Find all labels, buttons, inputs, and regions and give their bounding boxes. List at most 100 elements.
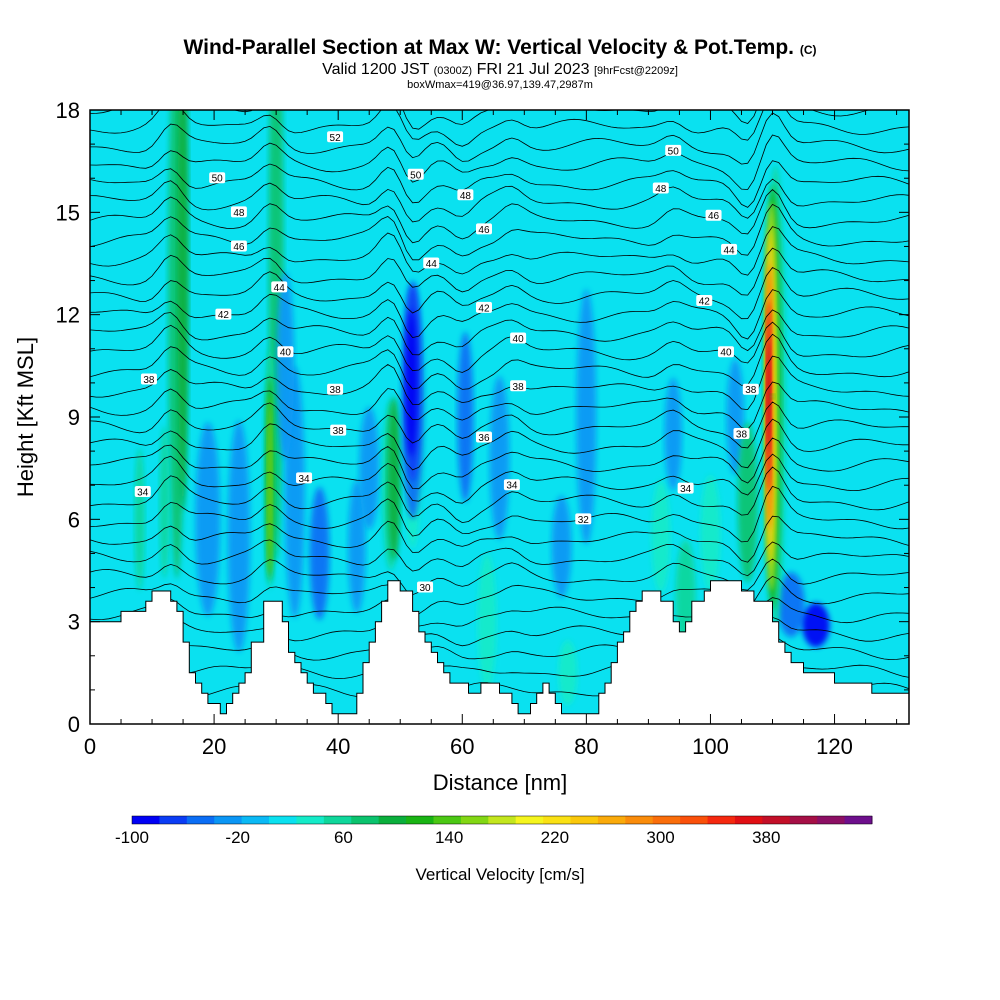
isentrope-line (90, 558, 909, 596)
contour-label-bg (665, 144, 682, 156)
contour-label: 48 (230, 206, 247, 219)
contour-label-bg (705, 209, 722, 221)
isentrope-line (90, 575, 909, 615)
contour-label: 46 (475, 223, 492, 236)
title-mark: (C) (799, 43, 817, 57)
colorbar-tick-label: 60 (334, 828, 353, 847)
y-tick-label: 15 (56, 200, 80, 225)
contour-label: 38 (733, 428, 750, 441)
contour-label: 38 (330, 424, 347, 437)
contour-label-text: 46 (478, 225, 490, 236)
velocity-feature (651, 480, 671, 593)
contour-label: 34 (134, 486, 151, 499)
isentrope-line (90, 178, 909, 223)
isentrope-line (90, 203, 909, 261)
x-tick-label: 0 (84, 734, 96, 759)
velocity-feature (576, 289, 597, 545)
box-info: boxWmax=419@36.97,139.47,2987m (407, 79, 593, 91)
contour-label-bg (457, 189, 474, 201)
isentrope-line (90, 226, 909, 276)
isentrope-line (90, 485, 909, 543)
contour-label: 46 (230, 240, 247, 253)
contour-label-text: 48 (233, 208, 245, 219)
contour-label-text: 44 (426, 259, 438, 270)
contour-label-bg (327, 383, 344, 395)
contour-label: 50 (209, 172, 226, 185)
colorbar-swatch (351, 816, 380, 824)
colorbar-swatch (680, 816, 709, 824)
colorbar: -100 -20 60 140 220 300 380 (115, 815, 873, 847)
contour-label-bg (475, 301, 492, 313)
valid-utc: (0300Z) (433, 65, 473, 77)
colorbar-swatch (460, 816, 489, 824)
contour-label-bg (475, 431, 492, 443)
isentrope-line (90, 321, 909, 373)
isentrope-line (90, 437, 909, 490)
contour-label-bg (277, 346, 294, 358)
contour-label-text: 42 (478, 303, 490, 314)
x-axis: 0 20 40 60 80 100 120 (84, 110, 898, 759)
contour-label: 48 (652, 182, 669, 195)
colorbar-swatch (707, 816, 736, 824)
chart-title-block: Wind-Parallel Section at Max W: Vertical… (0, 36, 1000, 91)
contour-label: 36 (475, 431, 492, 444)
contour-label-bg (140, 373, 157, 385)
contour-label-bg (215, 308, 232, 320)
contour-label-bg (230, 240, 247, 252)
contour-label-text: 42 (218, 310, 230, 321)
isentrope-line (90, 266, 909, 320)
contour-label-text: 36 (478, 433, 490, 444)
velocity-feature (159, 425, 170, 580)
valid-date: FRI 21 Jul 2023 (476, 61, 590, 78)
contour-label-bg (209, 172, 226, 184)
contour-label-text: 40 (513, 334, 525, 345)
velocity-feature (359, 406, 380, 530)
contour-label: 50 (665, 144, 682, 157)
contour-label-bg (696, 295, 713, 307)
contour-label-bg (510, 332, 527, 344)
velocity-feature (477, 553, 497, 690)
colorbar-label: Vertical Velocity [cm/s] (415, 865, 584, 884)
contour-label-text: 50 (212, 174, 224, 185)
contour-label: 38 (510, 380, 527, 393)
x-tick-label: 80 (574, 734, 598, 759)
isentrope-line (90, 401, 909, 449)
contour-label: 44 (423, 257, 440, 270)
contour-label: 38 (327, 383, 344, 396)
isentrope-line (90, 333, 909, 390)
contour-label-bg (230, 206, 247, 218)
colorbar-swatch (132, 816, 160, 824)
colorbar-swatch (789, 816, 818, 824)
colorbar-swatch (241, 816, 270, 824)
colorbar-swatch (570, 816, 599, 824)
contour-label-bg (510, 380, 527, 392)
colorbar-swatch (515, 816, 544, 824)
contour-labels: 52 50 50 50 48 48 48 46 46 46 44 44 44 42 42 42 40 40 40 38… (134, 131, 759, 594)
contour-label-bg (503, 479, 520, 491)
contour-label: 40 (510, 332, 527, 345)
colorbar-swatch (597, 816, 626, 824)
contour-label: 34 (296, 472, 313, 485)
colorbar-swatch (734, 816, 763, 824)
contour-label-text: 38 (333, 426, 345, 437)
colorbar-swatch (269, 816, 297, 824)
contour-label: 30 (417, 581, 434, 594)
velocity-field (134, 110, 830, 706)
contour-label-bg (271, 281, 288, 293)
colorbar-swatch (625, 816, 654, 824)
colorbar-swatch (543, 816, 572, 824)
y-tick-label: 18 (56, 98, 80, 123)
contour-label-bg (677, 482, 694, 494)
colorbar-tick-label: 140 (435, 828, 463, 847)
velocity-feature (700, 474, 721, 591)
velocity-feature (802, 602, 830, 648)
contour-label-text: 40 (720, 348, 732, 359)
contour-label: 42 (475, 301, 492, 314)
velocity-feature (134, 447, 145, 591)
contour-label: 48 (457, 189, 474, 202)
colorbar-swatch (159, 816, 188, 824)
contour-label-bg (475, 223, 492, 235)
x-tick-label: 20 (202, 734, 226, 759)
